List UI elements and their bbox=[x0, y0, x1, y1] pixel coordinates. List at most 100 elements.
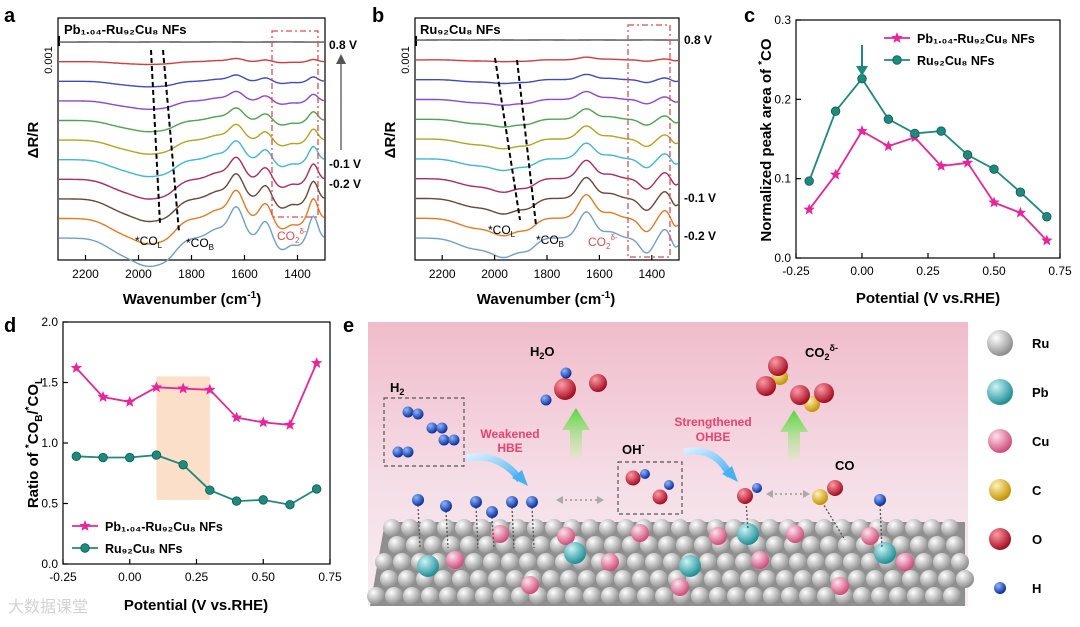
ru-atom-112 bbox=[650, 570, 668, 588]
spectrum-line-b-8 bbox=[416, 176, 679, 215]
legend-d: Pb₁.₀₄-Ru₉₂Cu₈ NFs Ru₉₂Cu₈ NFs bbox=[72, 520, 223, 556]
d-legend-label-0: Pb₁.₀₄-Ru₉₂Cu₈ NFs bbox=[105, 520, 223, 534]
cu-atom-7 bbox=[601, 553, 619, 571]
exchange-head-2a bbox=[766, 490, 773, 498]
adsorbed-h-0 bbox=[412, 494, 424, 506]
ru-atom-98 bbox=[398, 570, 416, 588]
spectrum-line-a-1 bbox=[59, 57, 325, 66]
d-star-point-0-8 bbox=[284, 418, 296, 430]
ru-atom-25 bbox=[833, 519, 851, 537]
ru-atom-47 bbox=[658, 536, 676, 554]
panel-d-ratio: d -0.25 0.00 0.25 0.50 0.75 0.0 0.5 1.0 1.5 2.0 P… bbox=[4, 315, 342, 614]
oh-tether bbox=[745, 501, 749, 531]
ru-atom-35 bbox=[442, 536, 460, 554]
ru-atom-72 bbox=[519, 553, 537, 571]
d-series-line-0 bbox=[75, 362, 318, 426]
ru-atom-149 bbox=[709, 587, 727, 605]
panel-a-ftir-pb-ru-cu: a Pb₁.₀₄-Ru₉₂Cu₈ NFs 0.001 *COL *COB CO2… bbox=[4, 5, 361, 308]
spectrum-line-b-2 bbox=[416, 73, 679, 85]
xb-tick-label-0: 2200 bbox=[429, 267, 456, 281]
h2o-label: H2O bbox=[530, 344, 555, 361]
spectrum-line-b-4 bbox=[416, 108, 679, 128]
d-ytick-label-0: 0.0 bbox=[41, 557, 58, 571]
h2-box bbox=[383, 397, 465, 467]
spectra-group-a bbox=[59, 41, 325, 268]
ru-atom-44 bbox=[604, 536, 622, 554]
plot-frame-a bbox=[57, 17, 326, 261]
ru-atom-89 bbox=[825, 553, 843, 571]
h-tether-2 bbox=[475, 506, 479, 549]
pot-arrowhead-a bbox=[336, 54, 346, 64]
legend-swatch-h bbox=[994, 582, 1006, 594]
cu-atom-5 bbox=[861, 527, 879, 545]
xa-tick-label-3: 1600 bbox=[231, 267, 258, 281]
c-xtick-label-3: 0.50 bbox=[982, 264, 1006, 278]
d-circle-point-1-6 bbox=[231, 496, 242, 506]
ru-atom-103 bbox=[488, 570, 506, 588]
d-xtick-label-3: 0.50 bbox=[252, 570, 276, 584]
legend-background-e bbox=[968, 322, 1068, 606]
cu-atom-2 bbox=[631, 524, 649, 542]
xb-tick-label-2: 1800 bbox=[534, 267, 561, 281]
c-circle-point-1-6 bbox=[962, 150, 973, 160]
adsorbed-h-6 bbox=[874, 494, 886, 506]
ru-atom-37 bbox=[478, 536, 496, 554]
spectrum-line-a-10 bbox=[59, 206, 325, 268]
ru-atom-36 bbox=[460, 536, 478, 554]
ru-atom-118 bbox=[758, 570, 776, 588]
cu-atom-12 bbox=[831, 577, 849, 595]
ru-atom-151 bbox=[745, 587, 763, 605]
oh-oxygen-2 bbox=[652, 489, 668, 505]
spectrum-line-a-6 bbox=[59, 140, 325, 178]
legend-label-h: H bbox=[1032, 581, 1041, 596]
panel-letter-b: b bbox=[372, 5, 384, 27]
ru-atom-15 bbox=[653, 519, 671, 537]
desorb-arrow-0 bbox=[562, 408, 590, 458]
ru-atom-136 bbox=[475, 587, 493, 605]
oh-hydrogen-2 bbox=[664, 480, 674, 490]
ru-atom-60 bbox=[892, 536, 910, 554]
ru-atom-95 bbox=[933, 553, 951, 571]
scale-label-a: 0.001 bbox=[43, 46, 55, 74]
d-ytick-label-4: 2.0 bbox=[41, 315, 58, 329]
c-xtick-label-0: -0.25 bbox=[782, 264, 810, 278]
c-ytick-label-1: 0.1 bbox=[774, 172, 791, 186]
ru-atom-21 bbox=[761, 519, 779, 537]
legend-label-cu: Cu bbox=[1032, 434, 1049, 449]
col-label-b: *COL bbox=[488, 223, 516, 239]
h-tether-0 bbox=[417, 504, 421, 549]
spectrum-line-b-10 bbox=[416, 211, 679, 259]
c-star-point-0-6 bbox=[961, 156, 974, 168]
ru-atom-84 bbox=[735, 553, 753, 571]
ru-atom-121 bbox=[812, 570, 830, 588]
legend-label-c: C bbox=[1032, 483, 1042, 498]
ru-atom-17 bbox=[689, 519, 707, 537]
ru-atom-12 bbox=[599, 519, 617, 537]
d-legend-circle-1 bbox=[80, 543, 90, 553]
panel-c-peak-area: c -0.25 0.00 0.25 0.50 0.75 0.0 0.1 0.2 0.3 Pb₁.… bbox=[744, 5, 1072, 307]
spectrum-line-b-1 bbox=[416, 56, 679, 63]
ru-atom-102 bbox=[470, 570, 488, 588]
d-star-point-0-7 bbox=[257, 416, 269, 428]
ru-atom-80 bbox=[663, 553, 681, 571]
c-star-point-0-2 bbox=[856, 125, 868, 136]
co2-label-b: CO2δ- bbox=[588, 233, 618, 251]
ru-atom-40 bbox=[532, 536, 550, 554]
legend-swatch-ru bbox=[987, 330, 1013, 356]
ru-atom-152 bbox=[763, 587, 781, 605]
pb-atom-2 bbox=[679, 555, 701, 577]
ru-atom-161 bbox=[925, 587, 943, 605]
ru-atom-57 bbox=[838, 536, 856, 554]
ru-atom-64 bbox=[375, 553, 393, 571]
d-star-point-0-3 bbox=[150, 381, 163, 393]
ru-atom-144 bbox=[619, 587, 637, 605]
ru-atom-117 bbox=[740, 570, 758, 588]
y-axis-title-a: ΔR/R bbox=[25, 122, 42, 159]
panel-b-ftir-ru-cu: b Ru₉₂Cu₈ NFs 0.001 *COL *COB CO2δ- 0.8 … bbox=[372, 5, 716, 308]
ru-atom-0 bbox=[383, 519, 401, 537]
spectrum-line-b-5 bbox=[416, 125, 679, 150]
ru-atom-24 bbox=[815, 519, 833, 537]
d-circle-point-1-3 bbox=[151, 450, 162, 460]
xb-tick-label-4: 1400 bbox=[638, 267, 665, 281]
co2-oxygen-1b bbox=[768, 356, 788, 376]
